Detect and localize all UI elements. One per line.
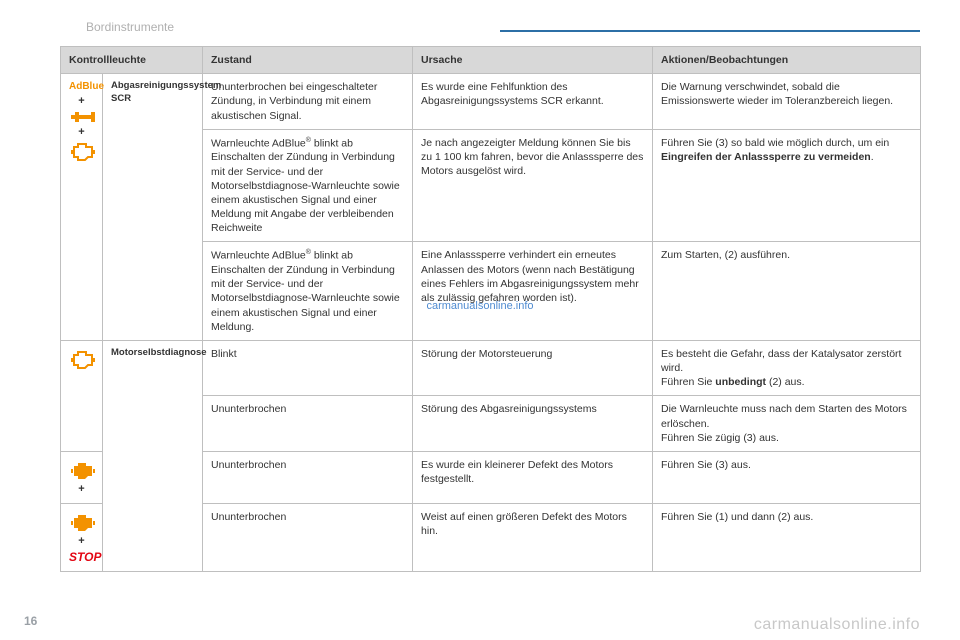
- table-header-row: Kontrollleuchte Zustand Ursache Aktionen…: [61, 47, 921, 74]
- action-cell: Die Warnleuchte muss nach dem Starten de…: [653, 396, 921, 452]
- th-cause: Ursache: [413, 47, 653, 74]
- state-cell: Blinkt: [203, 340, 413, 396]
- table-row: AdBlue++Abgasreinigungssystem SCRUnunter…: [61, 74, 921, 130]
- action-cell: Die Warnung verschwindet, sobald die Emi…: [653, 74, 921, 130]
- page-number: 16: [24, 614, 37, 628]
- indicator-icon-cell: +: [61, 451, 103, 503]
- table-body: AdBlue++Abgasreinigungssystem SCRUnunter…: [61, 74, 921, 572]
- action-cell: Führen Sie (1) und dann (2) aus.: [653, 503, 921, 571]
- th-action: Aktionen/Beobachtungen: [653, 47, 921, 74]
- state-cell: Ununterbrochen: [203, 503, 413, 571]
- watermark-footer: carmanualsonline.info: [754, 616, 920, 634]
- indicator-icon-cell: +STOP: [61, 503, 103, 571]
- warning-table: Kontrollleuchte Zustand Ursache Aktionen…: [60, 46, 921, 572]
- state-cell: Warnleuchte AdBlue® blinkt ab Einschalte…: [203, 129, 413, 242]
- indicator-icon-cell: [61, 340, 103, 451]
- header-rule: [500, 30, 920, 32]
- plus-icon: +: [69, 534, 94, 549]
- wrench-icon: [69, 111, 97, 123]
- plus-icon: +: [69, 94, 94, 109]
- stop-icon: STOP: [69, 549, 94, 565]
- action-cell: Führen Sie (3) so bald wie möglich durch…: [653, 129, 921, 242]
- page-root: Bordinstrumente Kontrollleuchte Zustand …: [0, 0, 960, 640]
- cause-cell: Eine Anlasssperre verhindert ein erneute…: [413, 242, 653, 341]
- indicator-label-cell: Abgasreinigungssystem SCR: [103, 74, 203, 341]
- state-cell: Ununterbrochen bei eingeschalteter Zündu…: [203, 74, 413, 130]
- indicator-label-cell: Motorselbstdiagnose: [103, 340, 203, 571]
- adblue-icon: AdBlue: [69, 80, 94, 94]
- state-cell: Warnleuchte AdBlue® blinkt ab Einschalte…: [203, 242, 413, 341]
- action-cell: Führen Sie (3) aus.: [653, 451, 921, 503]
- cause-cell: Es wurde ein kleinerer Defekt des Motors…: [413, 451, 653, 503]
- cause-cell: Je nach angezeigter Meldung können Sie b…: [413, 129, 653, 242]
- action-cell: Es besteht die Gefahr, dass der Katalysa…: [653, 340, 921, 396]
- indicator-icon-cell: AdBlue++: [61, 74, 103, 341]
- engine-outline-icon: [69, 349, 97, 369]
- state-cell: Ununterbrochen: [203, 451, 413, 503]
- th-indicator: Kontrollleuchte: [61, 47, 203, 74]
- plus-icon: +: [69, 125, 94, 140]
- engine-solid-icon: [69, 512, 97, 532]
- state-cell: Ununterbrochen: [203, 396, 413, 452]
- cause-cell: Störung des Abgasreinigungssystems: [413, 396, 653, 452]
- cause-cell: Es wurde eine Fehlfunktion des Abgasrein…: [413, 74, 653, 130]
- engine-outline-icon: [69, 141, 97, 161]
- action-cell: Zum Starten, (2) ausführen.: [653, 242, 921, 341]
- plus-icon: +: [69, 482, 94, 497]
- th-state: Zustand: [203, 47, 413, 74]
- cause-cell: Störung der Motorsteuerung: [413, 340, 653, 396]
- engine-solid-icon: [69, 460, 97, 480]
- table-row: MotorselbstdiagnoseBlinktStörung der Mot…: [61, 340, 921, 396]
- cause-cell: Weist auf einen größeren Defekt des Moto…: [413, 503, 653, 571]
